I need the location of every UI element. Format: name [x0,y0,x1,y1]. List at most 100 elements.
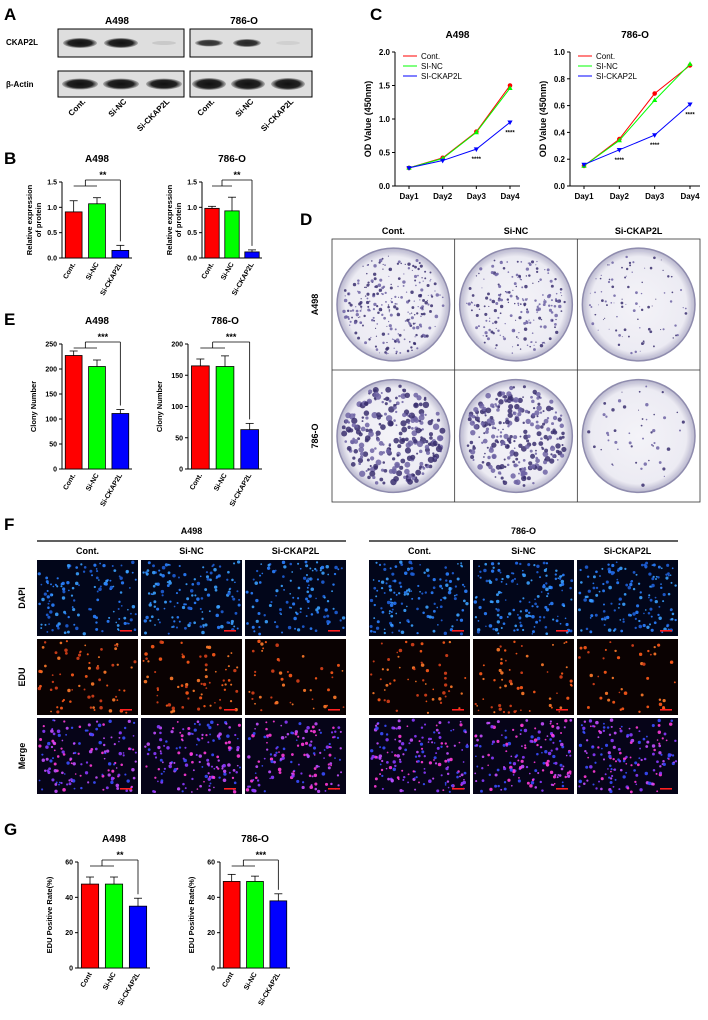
colony-dot [357,457,364,464]
nucleus-dot [90,682,95,686]
colony-dot [543,418,549,424]
colony-dot [400,295,403,299]
colony-dot [411,306,415,309]
nucleus-dot [542,561,546,565]
nucleus-dot [476,765,479,768]
nucleus-dot [212,739,215,742]
colony-dot [380,468,385,472]
colony-dot [542,303,546,307]
nucleus-dot [270,759,274,764]
colony-dot [502,480,508,486]
colony-dot [344,295,346,297]
nucleus-dot [520,723,524,728]
nucleus-dot [245,788,250,792]
nucleus-dot [173,620,176,623]
colony-dot [503,433,509,439]
colony-dot [542,294,544,296]
colony-dot [551,319,554,322]
nucleus-dot [39,684,42,688]
nucleus-dot [186,660,190,664]
nucleus-dot [254,581,259,585]
colony-dot [377,283,382,288]
nucleus-dot [393,679,396,682]
nucleus-dot [113,743,116,746]
scale-bar [328,709,340,711]
nucleus-dot [330,764,332,767]
nucleus-dot [142,571,145,574]
colony-dot [494,427,497,430]
nucleus-dot [588,719,593,723]
nucleus-dot [503,649,507,652]
nucleus-dot [209,733,212,736]
nucleus-dot [323,704,327,709]
colony-dot [476,414,479,416]
nucleus-dot [237,603,241,607]
nucleus-dot [184,763,189,767]
nucleus-dot [477,574,480,577]
nucleus-dot [48,767,51,771]
blot-band [62,78,98,90]
nucleus-dot [444,742,448,745]
nucleus-dot [106,749,110,753]
nucleus-dot [257,639,261,643]
colony-dot [430,278,432,281]
nucleus-dot [38,779,41,782]
colony-dot [618,333,621,337]
colony-dot [473,304,476,307]
colony-dot [410,346,413,349]
nucleus-dot [562,765,565,768]
nucleus-dot [602,657,605,660]
colony-dot [621,305,624,308]
y-tick-label: 0.6 [554,102,566,111]
nucleus-dot [159,738,163,742]
nucleus-dot [592,770,596,773]
nucleus-dot [144,745,147,748]
colony-dot [496,435,499,438]
nucleus-dot [381,668,385,671]
nucleus-dot [658,744,662,748]
nucleus-dot [95,776,98,779]
nucleus-dot [248,785,251,788]
nucleus-dot [110,736,113,739]
nucleus-dot [50,583,52,586]
nucleus-dot [40,627,43,630]
colony-dot [610,302,613,304]
colony-dot [363,410,370,416]
nucleus-dot [396,651,399,654]
colony-row-label: A498 [310,294,320,316]
colony-dot [607,439,610,442]
nucleus-dot [490,562,495,566]
colony-dot [627,335,630,338]
nucleus-dot [514,755,518,759]
nucleus-dot [275,643,279,647]
nucleus-dot [95,576,99,580]
micrograph-background [245,639,346,715]
colony-dot [486,418,493,424]
nucleus-dot [451,572,455,575]
nucleus-dot [72,599,76,602]
colony-dot [360,298,362,300]
nucleus-dot [670,581,673,584]
scale-bar [556,788,568,790]
nucleus-dot [457,563,459,565]
nucleus-dot [583,598,587,602]
nucleus-dot [88,607,91,611]
nucleus-dot [277,659,281,662]
nucleus-dot [183,758,187,763]
nucleus-dot [618,691,621,694]
colony-dot [647,305,650,309]
colony-dot [375,348,379,351]
nucleus-dot [399,789,403,793]
colony-dot [539,343,544,348]
colony-dot [345,315,348,319]
colony-dot [383,316,387,320]
colony-dot [509,385,514,391]
colony-dot [530,453,536,459]
nucleus-dot [59,641,63,645]
nucleus-dot [56,729,61,734]
colony-dot [418,419,422,423]
nucleus-dot [268,603,272,608]
colony-dot [388,444,391,447]
nucleus-dot [110,780,114,785]
colony-dot [361,416,365,419]
